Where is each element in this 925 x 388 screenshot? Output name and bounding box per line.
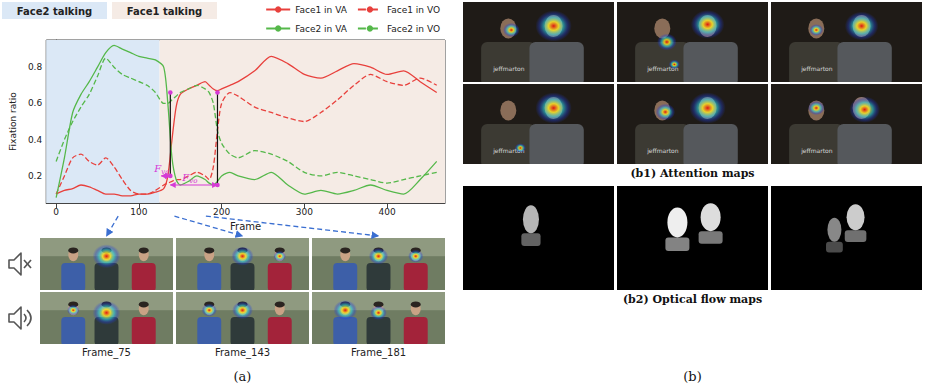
svg-text:Face2 talking: Face2 talking [17,6,92,17]
svg-text:jeffmarton: jeffmarton [492,65,525,73]
svg-text:0.2: 0.2 [28,171,42,181]
svg-text:100: 100 [130,207,147,217]
svg-text:Frame_75: Frame_75 [82,347,131,359]
svg-text:jeffmarton: jeffmarton [492,147,525,155]
svg-text:0.4: 0.4 [28,135,43,145]
svg-text:Fva: Fva [153,163,169,177]
svg-text:Face1 in VA: Face1 in VA [295,5,348,15]
svg-text:(b2) Optical flow maps: (b2) Optical flow maps [623,293,762,306]
svg-text:Face1 in VO: Face1 in VO [387,5,440,15]
svg-text:Fvo: Fvo [181,172,197,186]
svg-text:Face2 in VA: Face2 in VA [295,24,348,34]
svg-text:Frame_181: Frame_181 [351,347,406,359]
svg-text:jeffmarton: jeffmarton [646,147,679,155]
svg-text:(b): (b) [683,369,701,384]
svg-text:Frame: Frame [230,221,261,232]
svg-text:300: 300 [296,207,313,217]
svg-text:(a): (a) [234,369,252,384]
svg-text:jeffmarton: jeffmarton [646,65,679,73]
svg-text:Fixation ratio: Fixation ratio [8,92,18,151]
svg-text:Face1 talking: Face1 talking [127,6,202,17]
svg-text:400: 400 [378,207,395,217]
svg-text:Face2 in VO: Face2 in VO [387,24,440,34]
svg-text:0.8: 0.8 [28,62,43,72]
svg-text:jeffmarton: jeffmarton [800,65,833,73]
svg-text:Frame_143: Frame_143 [215,347,270,359]
svg-text:(b1) Attention maps: (b1) Attention maps [630,167,754,180]
svg-text:200: 200 [213,207,230,217]
svg-text:jeffmarton: jeffmarton [800,147,833,155]
svg-text:0: 0 [53,207,59,217]
svg-text:0.6: 0.6 [28,98,43,108]
